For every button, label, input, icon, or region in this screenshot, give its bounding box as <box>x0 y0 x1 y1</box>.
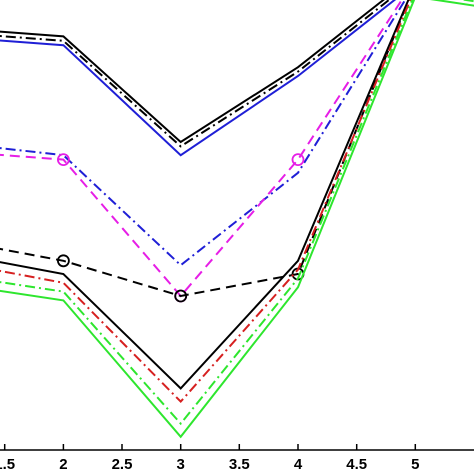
x-tick-label: 3.5 <box>229 456 250 473</box>
x-tick-label: 4.5 <box>346 456 367 473</box>
series-layer <box>0 0 474 439</box>
series-5-marker <box>57 153 70 167</box>
series-line-7 <box>0 0 410 390</box>
x-tick-label: 5 <box>411 456 419 473</box>
x-tick-label: 2 <box>59 456 67 473</box>
series-5-marker <box>291 153 305 167</box>
series-line-10 <box>0 0 474 439</box>
series-6-marker <box>174 289 188 303</box>
series-line-3 <box>0 0 397 157</box>
x-axis: 1.5 2 2.5 3 3.5 4 4.5 5 <box>0 444 474 473</box>
series-line-1 <box>0 0 385 144</box>
x-tick-label: 4 <box>294 456 303 473</box>
series-line-6 <box>0 0 410 298</box>
x-tick-label: 3 <box>177 456 185 473</box>
series-line-8 <box>0 0 412 404</box>
series-line-5 <box>0 0 403 298</box>
series-line-2 <box>0 0 391 148</box>
series-6-marker <box>57 254 70 268</box>
series-line-9 <box>0 0 474 426</box>
x-tick-label: 2.5 <box>112 456 133 473</box>
series-line-4 <box>0 0 407 267</box>
x-tick-label: 1.5 <box>0 456 15 473</box>
